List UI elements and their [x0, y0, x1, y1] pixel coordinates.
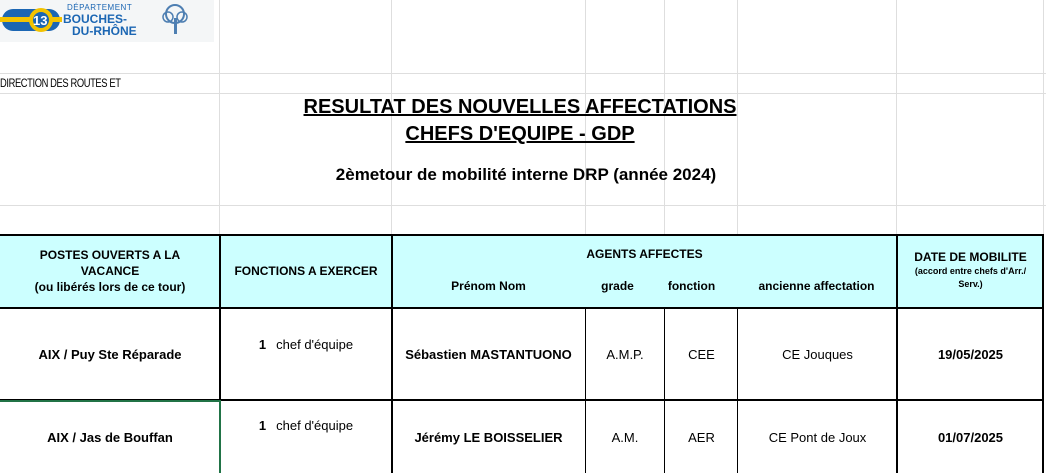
cell-fonction-exercer[interactable]: 1 chef d'équipe: [220, 309, 392, 400]
header-postes-line1: POSTES OUVERTS A LA: [39, 248, 181, 262]
header-fonction: fonction: [667, 279, 716, 293]
header-prenom-nom: Prénom Nom: [451, 279, 526, 293]
logo-line2: DU-RHÔNE: [72, 24, 137, 38]
header-date: DATE DE MOBILITE (accord entre chefs d'A…: [897, 234, 1044, 308]
cell-ancienne[interactable]: CE Pont de Joux: [768, 429, 867, 445]
cell-qty: 1: [258, 337, 267, 352]
cell-poste[interactable]: AIX / Puy Ste Réparade: [38, 347, 182, 362]
header-ancienne: ancienne affectation: [758, 279, 875, 293]
cell-nom[interactable]: Jérémy LE BOISSELIER: [414, 429, 563, 445]
cell-date[interactable]: 19/05/2025: [937, 347, 1004, 362]
cell-poste[interactable]: AIX / Jas de Bouffan: [47, 429, 173, 445]
header-grade: grade: [601, 279, 634, 293]
cell-date[interactable]: 01/07/2025: [937, 429, 1004, 445]
cell-grade[interactable]: A.M.P.: [606, 347, 644, 362]
page-subtitle: 2èmetour de mobilité interne DRP (année …: [335, 165, 717, 184]
header-date-line1: DATE DE MOBILITE: [914, 250, 1027, 264]
direction-label: DIRECTION DES ROUTES ET: [0, 76, 121, 90]
cell-fonction[interactable]: AER: [688, 429, 715, 445]
header-date-line2: (accord entre chefs d'Arr./: [914, 266, 1027, 276]
header-postes-line3: (ou libérés lors de ce tour): [34, 280, 186, 294]
logo-departement-text: DÉPARTEMENT: [67, 3, 133, 12]
header-postes: POSTES OUVERTS A LA VACANCE (ou libérés …: [0, 234, 220, 308]
cell-nom[interactable]: Sébastien MASTANTUONO: [405, 347, 572, 362]
tree-icon: [162, 4, 188, 34]
cell-fonction-exercer[interactable]: 1 chef d'équipe: [220, 401, 392, 473]
cell-ancienne[interactable]: CE Jouques: [782, 347, 853, 362]
logo-line1: BOUCHES-: [63, 12, 128, 26]
header-agents-block: [392, 234, 897, 308]
cell-qty: 1: [258, 418, 267, 433]
selection-border-top: [0, 400, 221, 402]
header-postes-line2: VACANCE: [80, 264, 140, 278]
header-fonctions: FONCTIONS A EXERCER: [220, 234, 392, 308]
page-title-line1: RESULTAT DES NOUVELLES AFFECTATIONS: [303, 96, 737, 118]
page-title-line2: CHEFS D'EQUIPE - GDP: [405, 123, 635, 145]
header-date-line3: Serv.): [958, 279, 983, 289]
selection-border-right: [219, 400, 221, 473]
svg-text:13: 13: [33, 13, 47, 28]
cell-fonction-label: chef d'équipe: [276, 418, 354, 433]
department-logo: 13 DÉPARTEMENT BOUCHES- DU-RHÔNE: [0, 0, 214, 42]
logo-emblem-icon: 13: [0, 4, 188, 34]
cell-fonction[interactable]: CEE: [688, 347, 715, 362]
header-agents: AGENTS AFFECTES: [586, 247, 703, 261]
cell-fonction-label: chef d'équipe: [276, 337, 354, 352]
cell-grade[interactable]: A.M.: [611, 429, 639, 445]
